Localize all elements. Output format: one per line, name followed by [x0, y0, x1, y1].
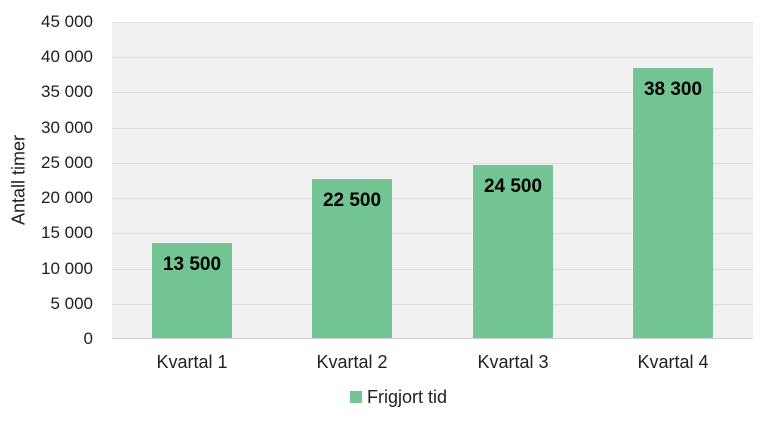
y-tick-label: 35 000: [41, 82, 93, 101]
y-tick-label: 25 000: [41, 153, 93, 172]
x-tick-label: Kvartal 2: [316, 352, 388, 372]
gridline: [112, 92, 753, 93]
gridline: [112, 269, 753, 270]
bar-value-label: 13 500: [162, 254, 222, 275]
x-tick-label: Kvartal 4: [637, 352, 709, 372]
plot-area: 13 500 22 500 24 500 38 300: [112, 22, 753, 339]
y-tick-label: 0: [83, 329, 93, 348]
legend-swatch-icon: [350, 391, 362, 403]
legend: Frigjort tid: [350, 386, 447, 408]
bar: 13 500: [152, 243, 232, 338]
y-tick-label: 30 000: [41, 118, 93, 137]
x-tick-label: Kvartal 3: [477, 352, 549, 372]
gridline: [112, 233, 753, 234]
bar: 24 500: [473, 165, 553, 338]
y-tick-label: 20 000: [41, 188, 93, 207]
gridline: [112, 198, 753, 199]
bar-value-label: 24 500: [483, 176, 543, 197]
gridline: [112, 163, 753, 164]
bar-value-label: 38 300: [643, 79, 703, 100]
gridline: [112, 304, 753, 305]
bar: 22 500: [312, 179, 392, 338]
y-tick-label: 45 000: [41, 12, 93, 31]
gridline: [112, 128, 753, 129]
bar: 38 300: [633, 68, 713, 338]
bar-value-label: 22 500: [322, 190, 382, 211]
y-tick-label: 15 000: [41, 223, 93, 242]
y-tick-label: 5 000: [50, 294, 93, 313]
legend-label: Frigjort tid: [367, 387, 448, 407]
y-axis-title: Antall timer: [8, 134, 29, 226]
y-tick-label: 40 000: [41, 47, 93, 66]
y-tick-label: 10 000: [41, 259, 93, 278]
x-tick-label: Kvartal 1: [156, 352, 228, 372]
gridline: [112, 22, 753, 23]
gridline: [112, 57, 753, 58]
